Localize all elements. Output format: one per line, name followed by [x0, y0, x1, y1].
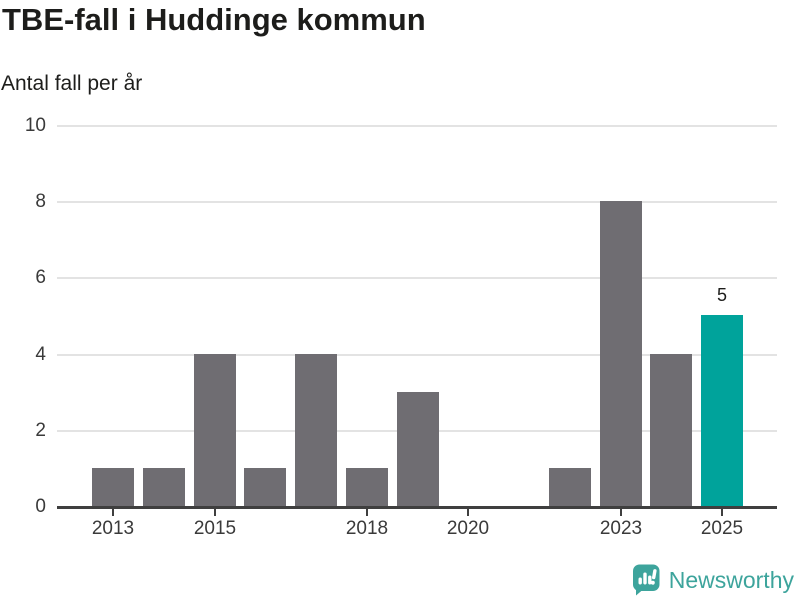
- y-tick-label-8: 8: [35, 191, 46, 213]
- x-tick-mark-2013: [112, 509, 114, 516]
- y-axis-title: Antal fall per år: [1, 72, 143, 95]
- x-tick-label-2015: 2015: [193, 518, 237, 539]
- gridline-y6: [57, 277, 777, 280]
- bar-2025: [701, 315, 743, 506]
- x-tick-label-2020: 2020: [446, 518, 490, 539]
- gridline-y10: [57, 125, 777, 127]
- x-tick-label-2025: 2025: [700, 518, 744, 539]
- x-tick-mark-2023: [620, 509, 622, 516]
- x-tick-mark-2025: [721, 509, 723, 516]
- y-tick-label-2: 2: [35, 419, 46, 441]
- bar-2014: [143, 468, 185, 506]
- x-tick-label-2023: 2023: [599, 518, 643, 539]
- x-tick-mark-2018: [366, 509, 368, 516]
- bar-2017: [295, 354, 337, 506]
- gridline-y4: [57, 353, 777, 356]
- brand-name: Newsworthy: [668, 566, 794, 593]
- bar-2018: [346, 468, 388, 506]
- y-tick-label-6: 6: [35, 267, 46, 289]
- y-tick-label-4: 4: [35, 343, 46, 365]
- chart-title: TBE-fall i Huddinge kommun: [2, 2, 426, 37]
- x-tick-label-2018: 2018: [345, 518, 389, 539]
- bar-2016: [244, 468, 286, 506]
- x-tick-mark-2020: [467, 509, 469, 516]
- bar-2019: [397, 392, 439, 506]
- y-tick-label-0: 0: [35, 496, 46, 517]
- x-axis-line: [57, 506, 777, 509]
- highlight-value-label: 5: [716, 285, 727, 305]
- bar-2023: [600, 201, 642, 506]
- gridline-y8: [57, 201, 777, 204]
- bar-2013: [92, 468, 134, 506]
- newsworthy-logo-icon: [632, 564, 660, 596]
- x-tick-mark-2015: [214, 509, 216, 516]
- y-tick-label-10: 10: [24, 115, 46, 136]
- bar-2022: [549, 468, 591, 506]
- bar-2024: [650, 354, 692, 506]
- bar-2015: [194, 354, 236, 506]
- brand-footer: Newsworthy: [632, 564, 794, 596]
- x-tick-label-2013: 2013: [91, 518, 135, 539]
